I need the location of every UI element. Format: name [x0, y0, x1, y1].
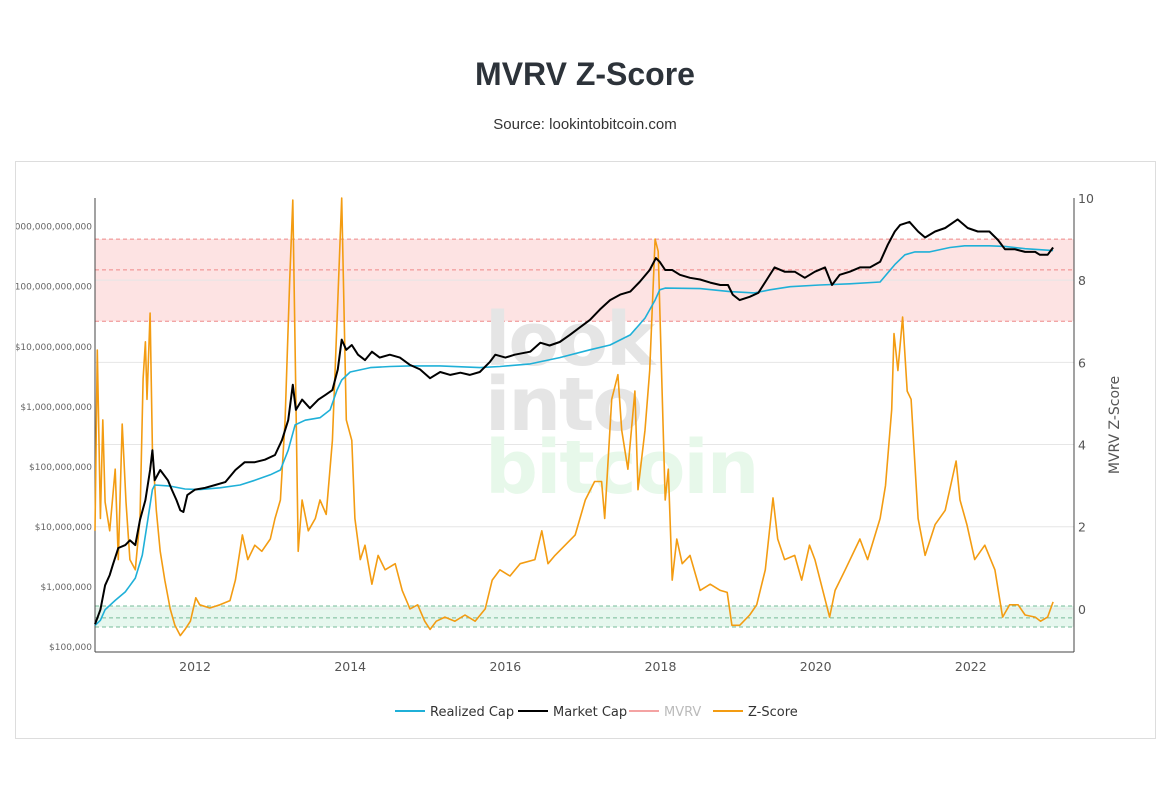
left-tick-label: $10,000,000,000: [16, 343, 92, 353]
chart-container: look into bitcoin $100,000 $1,000,000 $10,000…: [15, 161, 1156, 739]
watermark-text: bitcoin: [485, 425, 757, 511]
market-cap-line: [94, 218, 1054, 625]
left-tick-label: $1,000,000,000: [20, 403, 92, 413]
x-tick-label: 2016: [489, 659, 521, 674]
chart-subtitle: Source: lookintobitcoin.com: [493, 116, 677, 133]
x-tick-label: 2018: [645, 659, 677, 674]
x-tick-label: 2022: [955, 659, 987, 674]
green-zone-band: [95, 605, 1074, 627]
right-tick-label: 8: [1078, 273, 1086, 288]
right-tick-label: 10: [1078, 191, 1094, 206]
z-score-line: [94, 197, 1054, 637]
right-tick-label: 0: [1078, 602, 1086, 617]
right-tick-label: 6: [1078, 355, 1086, 370]
right-tick-label: 2: [1078, 520, 1086, 535]
legend-market-cap[interactable]: Market Cap: [553, 705, 627, 720]
right-tick-label: 4: [1078, 438, 1086, 453]
mvrv-chart: lookintobitcoin$100,000$1,000,000$10,000…: [16, 191, 1123, 720]
left-tick-label: $100,000,000,000: [16, 283, 92, 293]
x-tick-label: 2020: [800, 659, 832, 674]
legend-realized-cap[interactable]: Realized Cap: [430, 705, 514, 720]
left-tick-label: $100,000,000: [29, 463, 92, 473]
realized-cap-line: [94, 245, 1054, 626]
watermark-text: look: [485, 297, 657, 383]
left-tick-label: $1,000,000: [40, 583, 92, 593]
legend-z-score[interactable]: Z-Score: [748, 705, 798, 720]
right-axis-title: MVRV Z-Score: [1107, 376, 1123, 474]
chart-title: MVRV Z-Score: [475, 56, 695, 92]
legend-mvrv[interactable]: MVRV: [664, 705, 701, 720]
x-tick-label: 2012: [179, 659, 211, 674]
x-tick-label: 2014: [334, 659, 366, 674]
left-tick-label: $1,000,000,000,000: [16, 223, 92, 233]
left-tick-label: $100,000: [49, 643, 92, 653]
left-tick-label: $10,000,000: [35, 523, 93, 533]
